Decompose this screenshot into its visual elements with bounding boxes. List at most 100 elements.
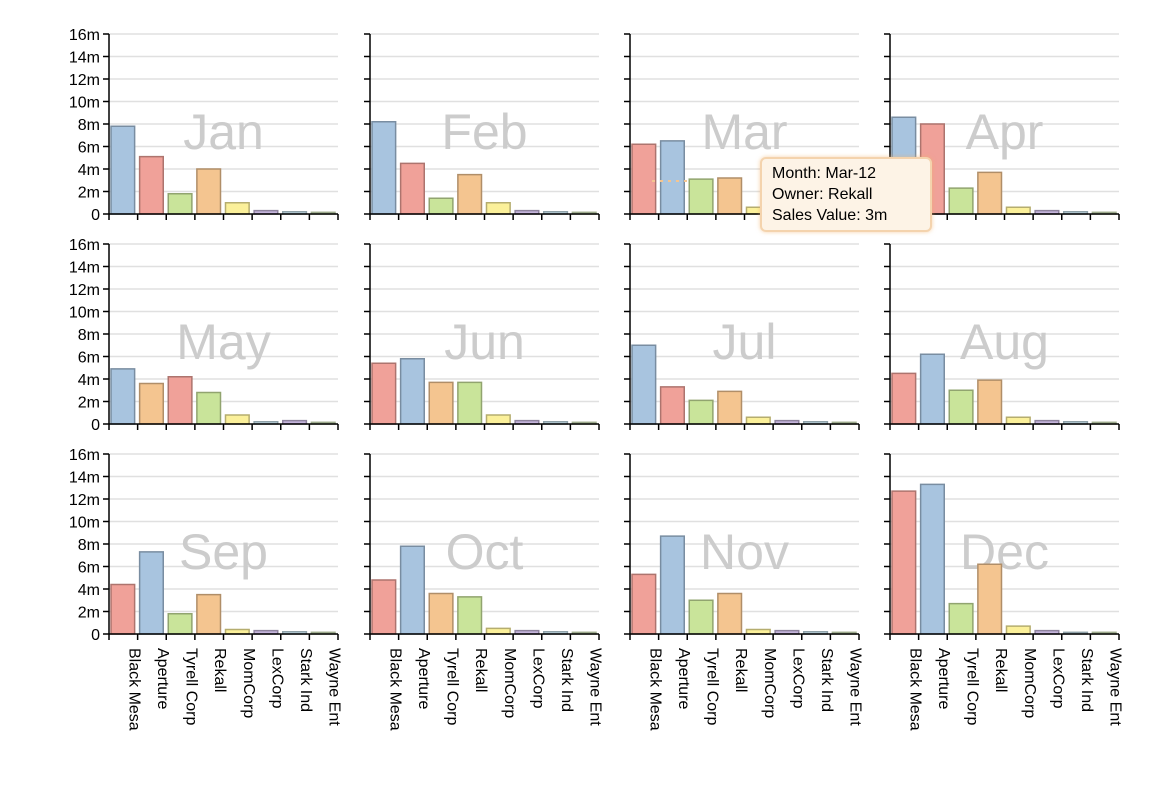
panel-nov: Nov Black Mesa Aperture Tyrell Corp Rekall Mo…: [624, 453, 864, 731]
y-tick-label: 2m: [78, 605, 100, 622]
month-label: Oct: [446, 524, 524, 580]
x-category-label: Stark Ind: [297, 648, 314, 712]
y-tick-label: 4m: [78, 162, 100, 179]
bar-apr-tyrell-corp: [948, 187, 974, 215]
y-tick-label: 8m: [78, 537, 100, 554]
panel-dec: Dec Black Mesa Aperture Tyrell Corp Rekall Mo…: [884, 453, 1124, 731]
bar-mar-rekall: [717, 177, 743, 215]
bar-oct-black-mesa: [399, 545, 425, 635]
bar-dec-momcorp: [1005, 625, 1031, 635]
x-category-label: Tyrell Corp: [704, 648, 721, 725]
y-tick-label: 14m: [69, 50, 100, 67]
x-category-label: Black Mesa: [125, 648, 142, 731]
x-category-label: MomCorp: [1021, 648, 1038, 718]
y-tick-label: 14m: [69, 470, 100, 487]
y-tick-label: 2m: [78, 185, 100, 202]
month-label: Feb: [441, 104, 527, 160]
x-category-label: MomCorp: [501, 648, 518, 718]
panel-oct: Oct Black Mesa Aperture Tyrell Corp Rekall Mo…: [364, 453, 604, 731]
y-tick-label: 6m: [78, 560, 100, 577]
y-tick-label: 8m: [78, 327, 100, 344]
x-category-label: Stark Ind: [818, 648, 835, 712]
month-label: Jul: [713, 314, 777, 370]
month-label: Aug: [960, 314, 1049, 370]
x-category-label: Rekall: [732, 648, 749, 692]
bar-jun-momcorp: [485, 414, 511, 425]
x-category-label: Black Mesa: [646, 648, 663, 731]
bar-feb-momcorp: [485, 202, 511, 215]
x-category-label: Rekall: [992, 648, 1009, 692]
x-category-label: Tyrell Corp: [444, 648, 461, 725]
x-category-label: Black Mesa: [386, 648, 403, 731]
y-tick-label: 16m: [69, 447, 100, 464]
x-category-label: Tyrell Corp: [183, 648, 200, 725]
y-tick-label: 16m: [69, 237, 100, 254]
bar-feb-aperture: [399, 162, 425, 215]
bar-jul-black-mesa: [631, 344, 657, 425]
bar-jan-aperture: [138, 155, 164, 215]
bar-jul-aperture: [659, 386, 685, 425]
bar-jul-tyrell-corp: [688, 399, 714, 425]
bar-oct-aperture: [371, 579, 397, 635]
bar-jun-black-mesa: [399, 358, 425, 425]
y-tick-label: 10m: [69, 305, 100, 322]
bar-nov-rekall: [717, 592, 743, 635]
x-category-label: LexCorp: [268, 648, 285, 709]
month-label: Jun: [444, 314, 525, 370]
bar-jul-rekall: [717, 390, 743, 425]
bar-jan-momcorp: [224, 202, 250, 215]
x-category-label: Wayne Ent: [326, 648, 343, 726]
y-tick-label: 6m: [78, 350, 100, 367]
bar-oct-rekall: [428, 592, 454, 635]
bar-oct-momcorp: [485, 627, 511, 635]
panel-feb: Feb: [364, 33, 600, 220]
bar-may-aperture: [167, 376, 193, 425]
y-tick-label: 14m: [69, 260, 100, 277]
y-tick-label: 0: [91, 417, 100, 434]
bar-mar-black-mesa: [659, 140, 685, 215]
bar-oct-tyrell-corp: [457, 596, 483, 635]
x-category-label: Rekall: [472, 648, 489, 692]
tooltip-month: Month: Mar-12: [772, 165, 877, 182]
bar-aug-momcorp: [1005, 416, 1031, 425]
y-tick-label: 12m: [69, 72, 100, 89]
x-category-label: Aperture: [154, 648, 171, 709]
bar-jun-tyrell-corp: [457, 381, 483, 425]
month-label: Nov: [700, 524, 789, 580]
panel-may: May 0 2m 4m 6m 8m 10m 12m 14m 16m: [69, 237, 339, 434]
x-category-label: MomCorp: [761, 648, 778, 718]
month-label: Sep: [179, 524, 268, 580]
bar-jul-momcorp: [745, 416, 771, 425]
x-category-label: Aperture: [675, 648, 692, 709]
y-tick-label: 10m: [69, 95, 100, 112]
y-tick-label: 2m: [78, 395, 100, 412]
bar-jan-black-mesa: [110, 125, 136, 215]
y-tick-label: 12m: [69, 282, 100, 299]
x-category-label: Stark Ind: [558, 648, 575, 712]
y-tick-label: 8m: [78, 117, 100, 134]
y-tick-label: 4m: [78, 372, 100, 389]
x-category-label: Wayne Ent: [847, 648, 864, 726]
y-tick-label: 0: [91, 627, 100, 644]
bar-aug-tyrell-corp: [948, 389, 974, 425]
bar-sep-tyrell-corp: [167, 613, 193, 635]
month-label: May: [176, 314, 270, 370]
x-category-label: Black Mesa: [906, 648, 923, 731]
bar-jan-tyrell-corp: [167, 193, 193, 215]
bar-nov-black-mesa: [659, 535, 685, 635]
bar-mar-aperture: [631, 143, 657, 215]
bar-jun-aperture: [371, 362, 397, 425]
tooltip-value: Sales Value: 3m: [772, 207, 888, 224]
y-tick-label: 16m: [69, 27, 100, 44]
panel-aug: Aug: [884, 243, 1120, 430]
y-tick-label: 10m: [69, 515, 100, 532]
x-category-label: LexCorp: [1049, 648, 1066, 709]
bar-aug-rekall: [977, 379, 1003, 425]
x-category-label: Wayne Ent: [587, 648, 604, 726]
bar-may-rekall: [138, 382, 164, 425]
bar-may-black-mesa: [110, 368, 136, 425]
panel-jul: Jul: [624, 243, 860, 430]
bar-mar-tyrell-corp: [688, 178, 714, 215]
bar-jan-rekall: [196, 168, 222, 215]
